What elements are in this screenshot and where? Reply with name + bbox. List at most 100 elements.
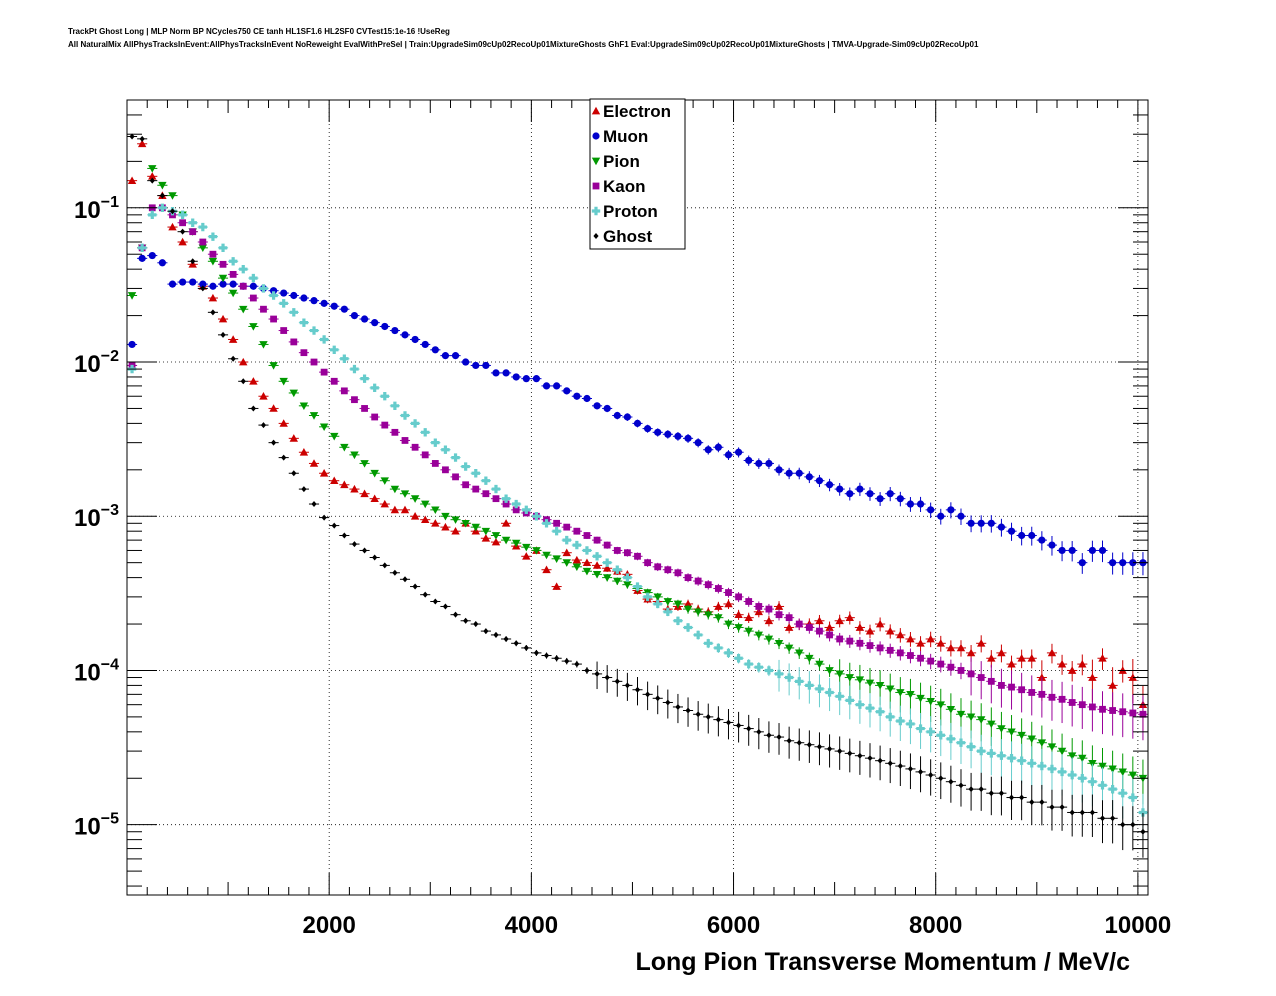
proton-point bbox=[188, 218, 197, 227]
muon-point bbox=[866, 490, 874, 498]
legend-marker-electron bbox=[591, 106, 601, 115]
ghost-point bbox=[382, 562, 388, 569]
ghost-point bbox=[958, 782, 964, 789]
proton-point bbox=[491, 484, 501, 494]
muon-point bbox=[290, 291, 298, 300]
electron-point bbox=[997, 648, 1006, 657]
electron-point bbox=[228, 335, 238, 343]
ghost-point bbox=[1069, 809, 1075, 816]
muon-point bbox=[553, 382, 561, 390]
y-tick-label: 10−3 bbox=[74, 502, 119, 532]
muon-point bbox=[128, 340, 136, 349]
pion-point bbox=[481, 527, 491, 536]
kaon-point bbox=[836, 635, 844, 643]
kaon-point bbox=[219, 260, 227, 268]
muon-point bbox=[654, 428, 662, 436]
muon-point bbox=[977, 519, 985, 527]
electron-point bbox=[421, 515, 430, 524]
ghost-point bbox=[432, 598, 438, 605]
ghost-point bbox=[169, 208, 176, 215]
muon-point bbox=[886, 490, 894, 498]
muon-point bbox=[1028, 531, 1036, 540]
kaon-point bbox=[462, 481, 470, 489]
muon-point bbox=[714, 443, 722, 451]
x-tick-label: 10000 bbox=[1105, 912, 1172, 939]
pion-point bbox=[431, 506, 440, 515]
muon-point bbox=[704, 446, 712, 454]
y-tick-label: 10−5 bbox=[74, 811, 119, 841]
kaon-point bbox=[714, 585, 722, 592]
pion-point bbox=[350, 451, 359, 460]
ghost-point bbox=[1049, 804, 1055, 811]
proton-point bbox=[946, 734, 956, 744]
ghost-point bbox=[412, 583, 418, 590]
pion-point bbox=[653, 593, 662, 602]
kaon-point bbox=[613, 547, 621, 554]
electron-point bbox=[734, 610, 743, 619]
proton-point bbox=[370, 383, 379, 393]
kaon-point bbox=[1119, 708, 1127, 716]
electron-point bbox=[249, 377, 258, 385]
pion-point bbox=[491, 532, 501, 540]
electron-point bbox=[1098, 654, 1107, 662]
ghost-point bbox=[604, 674, 610, 681]
muon-point bbox=[269, 287, 278, 295]
pion-point bbox=[421, 500, 430, 509]
x-tick-label: 2000 bbox=[302, 912, 355, 939]
y-tick-label: 10−1 bbox=[74, 194, 119, 224]
ghost-point bbox=[857, 752, 863, 759]
kaon-point bbox=[1068, 699, 1076, 706]
electron-point bbox=[552, 582, 561, 590]
electron-point bbox=[1088, 673, 1097, 681]
kaon-point bbox=[735, 593, 742, 601]
electron-point bbox=[330, 476, 339, 485]
pion-point bbox=[441, 512, 450, 521]
muon-point bbox=[957, 512, 965, 520]
electron-point bbox=[1078, 659, 1087, 668]
pion-point bbox=[602, 574, 612, 582]
pion-point bbox=[511, 539, 521, 548]
electron-point bbox=[774, 602, 784, 610]
proton-point bbox=[249, 273, 258, 283]
pion-point bbox=[613, 577, 622, 586]
electron-point bbox=[936, 639, 945, 647]
proton-point bbox=[198, 222, 208, 232]
pion-point bbox=[158, 181, 167, 190]
muon-point bbox=[330, 302, 338, 310]
grid-layer bbox=[127, 100, 1148, 895]
kaon-point bbox=[805, 624, 813, 631]
kaon-point bbox=[229, 270, 237, 278]
electron-point bbox=[987, 654, 996, 662]
pion-point bbox=[875, 682, 885, 690]
electron-point bbox=[875, 619, 885, 628]
proton-point bbox=[956, 738, 966, 747]
figure-header-line-1: TrackPt Ghost Long | MLP Norm BP NCycles… bbox=[68, 27, 450, 36]
ghost-point bbox=[554, 655, 560, 662]
muon-point bbox=[310, 297, 318, 305]
kaon-point bbox=[654, 563, 662, 571]
ghost-point bbox=[1079, 809, 1085, 816]
muon-point bbox=[805, 473, 813, 481]
muon-point bbox=[492, 369, 500, 377]
electron-point bbox=[572, 555, 582, 564]
electron-point bbox=[1128, 673, 1138, 681]
muon-point bbox=[937, 512, 945, 520]
proton-point bbox=[896, 716, 905, 726]
pion-point bbox=[380, 477, 389, 485]
ghost-point bbox=[260, 422, 267, 429]
kaon-point bbox=[431, 460, 439, 467]
muon-point bbox=[441, 352, 450, 360]
muon-point bbox=[401, 331, 409, 339]
kaon-point bbox=[674, 569, 682, 577]
pion-point bbox=[886, 685, 895, 694]
proton-point bbox=[1007, 753, 1016, 763]
pion-point bbox=[693, 608, 703, 617]
axis-label-layer: 2000 4000 6000 8000 10000 10−1 10−2 10−3 10−4 10−… bbox=[74, 194, 1171, 976]
ghost-point bbox=[392, 569, 398, 576]
ghost-point bbox=[1029, 799, 1035, 806]
kaon-point bbox=[785, 614, 793, 622]
ghost-point bbox=[998, 790, 1005, 797]
electron-point bbox=[319, 469, 329, 477]
kaon-point bbox=[452, 473, 459, 481]
pion-point bbox=[744, 627, 753, 636]
